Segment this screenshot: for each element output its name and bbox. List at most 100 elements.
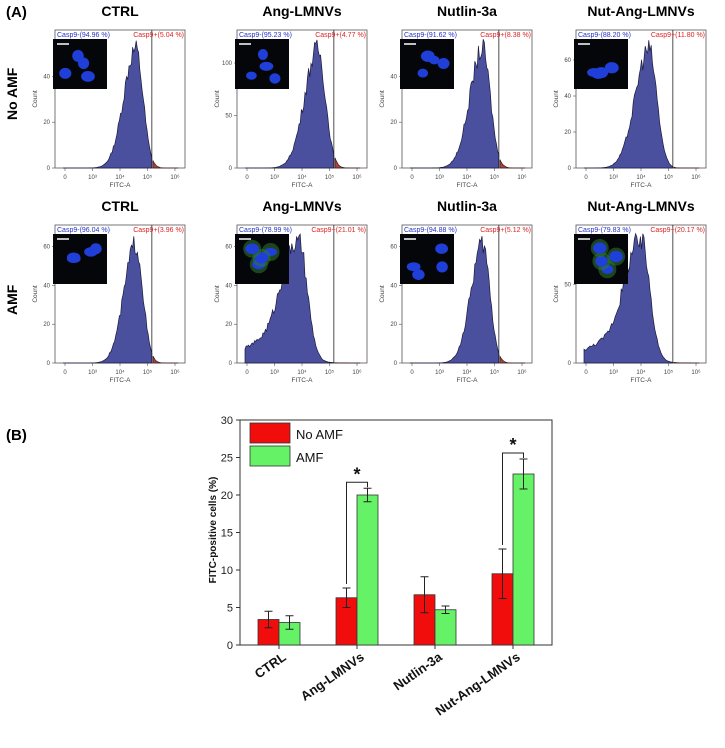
histogram-title: Nutlin-3a — [437, 198, 497, 214]
x-tick-label: 10⁴ — [115, 174, 125, 181]
legend-label-no-amf: No AMF — [296, 427, 343, 442]
x-tick-label: 10³ — [435, 175, 444, 181]
bar-y-tick-label: 30 — [221, 415, 233, 427]
x-tick-label: 10³ — [435, 370, 444, 376]
x-tick-label: 10⁵ — [143, 369, 153, 376]
microscopy-inset — [53, 39, 107, 89]
bar-y-tick-label: 20 — [221, 490, 233, 502]
y-tick-label: 60 — [225, 245, 232, 251]
row-label-no-amf: No AMF — [4, 67, 20, 120]
x-tick-label: 0 — [245, 370, 249, 376]
histogram-panel: Nutlin-3a Count 0 20 40 0 10³ 10⁴ 10⁵ 10⁶ FITC-A Ca… — [379, 3, 533, 189]
histogram-title: Nut-Ang-LMNVs — [587, 198, 695, 214]
bar-y-tick-label: 10 — [221, 565, 233, 577]
bar-y-tick-label: 25 — [221, 453, 233, 465]
microscopy-inset — [235, 234, 289, 284]
histogram-ylabel: Count — [553, 90, 560, 108]
x-tick-label: 10⁶ — [691, 174, 701, 181]
histogram-ylabel: Count — [32, 90, 39, 108]
x-tick-label: 0 — [584, 175, 588, 181]
bar-category-label: CTRL — [252, 649, 289, 681]
x-tick-label: 10⁵ — [664, 174, 674, 181]
gate-positive-label: Casp9+(5.12 %) — [480, 227, 531, 234]
y-tick-label: 50 — [225, 114, 232, 120]
histogram-panel: Nutlin-3a Count 0 20 40 60 0 10³ 10⁴ 10⁵ 10⁶ FITC-A… — [379, 198, 533, 384]
bar-chart: FITC-positive cells (%) No AMF AMF 0 5 10 1… — [208, 415, 553, 719]
nucleus — [420, 50, 435, 62]
legend-swatch-no-amf — [249, 422, 291, 444]
x-tick-label: 10⁵ — [664, 369, 674, 376]
gate-positive-label: Casp9+(21.01 %) — [311, 227, 366, 234]
bar-y-tick-label: 0 — [227, 640, 233, 652]
y-tick-label: 40 — [390, 283, 397, 289]
histogram-panel: CTRL Count 0 20 40 0 10³ 10⁴ 10⁵ 10⁶ FITC-A Casp9-(… — [32, 3, 186, 189]
gate-negative-label: Casp9-(79.83 %) — [578, 227, 631, 234]
histogram-ylabel: Count — [214, 285, 221, 303]
histogram-panel: Ang-LMNVs Count 0 20 40 60 0 10³ 10⁴ 10⁵ 10⁶ FITC-A… — [214, 198, 368, 384]
nucleus — [59, 67, 72, 79]
x-tick-label: 10⁶ — [170, 174, 180, 181]
histogram-title: CTRL — [101, 198, 139, 214]
histogram-title: Ang-LMNVs — [262, 3, 342, 19]
x-tick-label: 10⁶ — [517, 174, 527, 181]
histogram-xlabel: FITC-A — [110, 377, 132, 384]
bar-y-tick-label: 15 — [221, 528, 233, 540]
nucleus — [245, 243, 260, 255]
histogram-positive-area — [673, 166, 700, 169]
y-tick-label: 0 — [394, 361, 398, 367]
x-tick-label: 0 — [410, 370, 414, 376]
x-tick-label: 10⁶ — [691, 369, 701, 376]
nucleus — [77, 57, 90, 70]
microscopy-inset — [400, 234, 454, 284]
bar-category-label: Nut-Ang-LMNVs — [432, 649, 522, 718]
y-tick-label: 20 — [43, 322, 50, 328]
gate-negative-label: Casp9-(78.99 %) — [239, 227, 292, 234]
legend-swatch-amf — [249, 445, 291, 467]
histogram-negative-area — [583, 232, 674, 364]
x-tick-label: 10⁴ — [636, 369, 646, 376]
histogram-grid: CTRL Count 0 20 40 0 10³ 10⁴ 10⁵ 10⁶ FITC-A Casp9-(… — [32, 3, 707, 384]
x-tick-label: 10⁶ — [170, 369, 180, 376]
histogram-negative-area — [63, 40, 153, 169]
bar — [512, 473, 535, 646]
histogram-xlabel: FITC-A — [110, 182, 132, 189]
microscopy-inset — [574, 39, 628, 89]
legend-label-amf: AMF — [296, 450, 324, 465]
x-tick-label: 10⁴ — [462, 174, 472, 181]
bar-category-label: Ang-LMNVs — [298, 649, 367, 704]
x-tick-label: 10⁵ — [490, 369, 500, 376]
histogram-xlabel: FITC-A — [292, 182, 314, 189]
histogram-xlabel: FITC-A — [457, 182, 479, 189]
inset-background — [574, 39, 628, 89]
nucleus — [417, 68, 429, 78]
histogram-xlabel: FITC-A — [631, 377, 653, 384]
histogram-title: Nutlin-3a — [437, 3, 497, 19]
y-tick-label: 40 — [225, 283, 232, 289]
y-tick-label: 0 — [568, 361, 572, 367]
x-tick-label: 10⁵ — [490, 174, 500, 181]
nucleus — [269, 73, 281, 84]
x-tick-label: 10⁴ — [297, 174, 307, 181]
histogram-title: Nut-Ang-LMNVs — [587, 3, 695, 19]
y-tick-label: 20 — [564, 130, 571, 136]
x-tick-label: 10⁴ — [636, 174, 646, 181]
nucleus — [604, 62, 619, 74]
x-tick-label: 10⁵ — [325, 174, 335, 181]
gate-negative-label: Casp9-(91.62 %) — [404, 32, 457, 39]
microscopy-inset — [400, 39, 454, 89]
y-tick-label: 60 — [564, 58, 571, 64]
x-tick-label: 10³ — [609, 175, 618, 181]
nucleus — [66, 254, 81, 264]
histogram-negative-area — [584, 40, 674, 169]
panel-a-label: (A) — [6, 4, 27, 21]
bar-category-label: Nutlin-3a — [391, 649, 446, 694]
histogram-positive-area — [499, 355, 526, 364]
x-tick-label: 10⁵ — [143, 174, 153, 181]
gate-negative-label: Casp9-(94.88 %) — [404, 227, 457, 234]
row-label-amf: AMF — [4, 284, 20, 315]
gate-negative-label: Casp9-(88.20 %) — [578, 32, 631, 39]
histogram-negative-area — [410, 236, 500, 364]
y-tick-label: 50 — [564, 282, 571, 288]
histogram-negative-area — [244, 233, 335, 364]
x-tick-label: 10⁶ — [517, 369, 527, 376]
